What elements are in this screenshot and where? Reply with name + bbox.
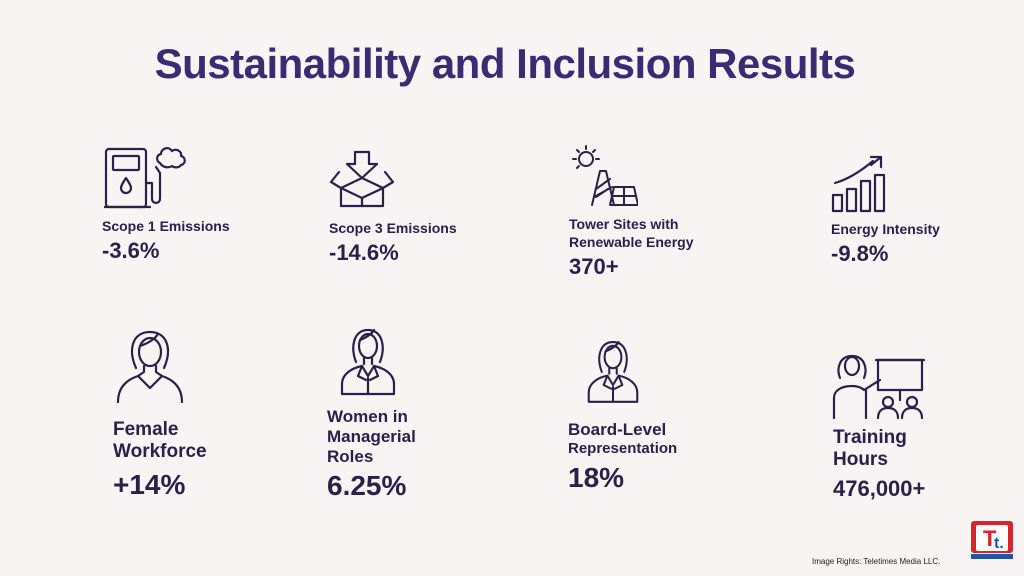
- training-value: 476,000+: [833, 476, 926, 501]
- scope3-label: Scope 3 Emissions: [329, 220, 457, 236]
- energy-value: -9.8%: [831, 241, 889, 266]
- female-value: +14%: [113, 469, 186, 500]
- box-arrow-icon: [329, 150, 395, 210]
- svg-text:t.: t.: [994, 535, 1004, 552]
- women-mgr-value: 6.25%: [327, 470, 407, 501]
- teletimes-logo: T t.: [970, 520, 1014, 560]
- businesswoman-icon: [338, 326, 398, 396]
- page-title: Sustainability and Inclusion Results: [154, 40, 856, 87]
- fuel-pump-emission-icon: [104, 143, 188, 211]
- training-label-line1: Training: [833, 427, 907, 448]
- woman-icon: [114, 328, 186, 404]
- tower-label-line1: Tower Sites with: [569, 216, 679, 232]
- scope1-value: -3.6%: [102, 238, 160, 263]
- image-credit: Image Rights: Teletimes Media LLC.: [812, 557, 941, 566]
- female-label-line2: Workforce: [113, 441, 207, 462]
- board-label-line1: Board-Level: [568, 420, 667, 439]
- tower-label-line2: Renewable Energy: [569, 234, 694, 250]
- scope3-value: -14.6%: [329, 240, 399, 265]
- solar-tower-icon: [570, 145, 638, 207]
- businesswoman-icon: [585, 338, 641, 404]
- tower-value: 370+: [569, 254, 619, 279]
- presentation-icon: [832, 348, 928, 420]
- board-label-line2: Representation: [568, 440, 678, 457]
- scope1-label: Scope 1 Emissions: [102, 218, 230, 234]
- bar-growth-icon: [831, 153, 893, 213]
- women-mgr-label-line2: Managerial: [327, 427, 416, 446]
- training-label-line2: Hours: [833, 449, 888, 470]
- svg-text:T: T: [983, 526, 997, 551]
- women-mgr-label-line3: Roles: [327, 447, 374, 466]
- female-label-line1: Female: [113, 419, 179, 440]
- women-mgr-label-line1: Women in: [327, 407, 408, 426]
- board-value: 18%: [568, 462, 625, 493]
- energy-label: Energy Intensity: [831, 221, 940, 237]
